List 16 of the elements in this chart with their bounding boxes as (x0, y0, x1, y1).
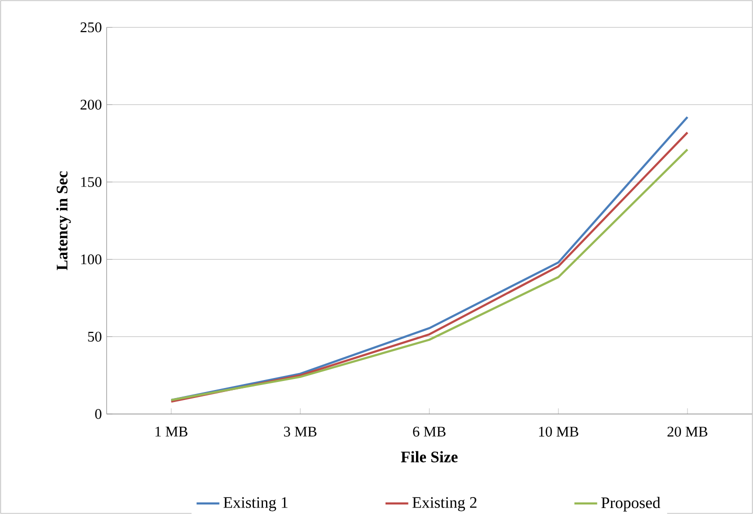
x-tick-label: 10 MB (539, 426, 578, 437)
y-tick-label: 50 (88, 332, 102, 342)
x-tick-label: 6 MB (413, 426, 446, 437)
x-tick-label: 1 MB (156, 426, 188, 436)
y-tick-label: 0 (95, 409, 102, 419)
y-tick-label: 200 (80, 100, 102, 110)
legend-label: Proposed (601, 496, 660, 512)
y-axis-title: Latency in Sec (56, 171, 71, 270)
x-tick-label: 20 MB (668, 426, 708, 437)
x-axis-title: File Size (400, 451, 458, 462)
x-tick-label: 3 MB (284, 426, 316, 437)
y-tick-label: 150 (81, 177, 102, 187)
legend-label: Existing 1 (224, 497, 288, 512)
legend-label: Existing 2 (412, 497, 476, 512)
y-tick-label: 100 (81, 254, 102, 264)
y-tick-label: 250 (80, 22, 102, 32)
